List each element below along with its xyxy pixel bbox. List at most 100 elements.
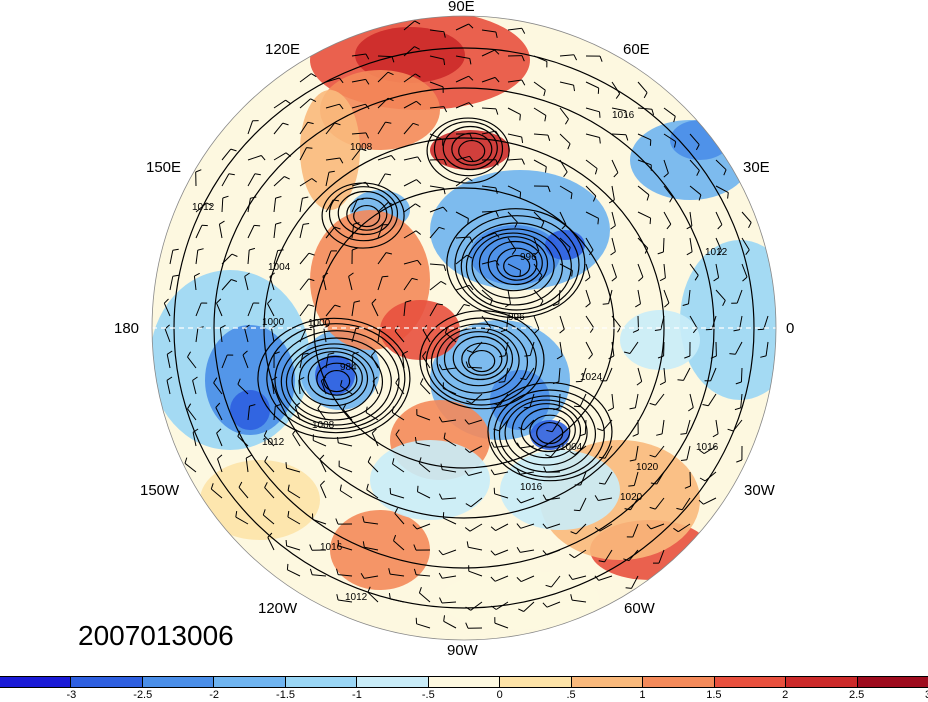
wind-barb <box>632 523 639 538</box>
wind-barb-flag <box>342 403 347 410</box>
wind-barb <box>494 575 509 582</box>
wind-barb <box>533 107 547 116</box>
wind-barb <box>507 237 517 250</box>
wind-barb-flag <box>337 436 339 443</box>
wind-barb <box>529 341 535 356</box>
wind-barb-flag <box>436 303 443 306</box>
wind-barb <box>559 133 571 145</box>
wind-barb-flag <box>589 249 594 256</box>
wind-barb <box>325 122 336 135</box>
wind-barb-flag <box>673 116 676 123</box>
wind-barb-flag <box>680 433 687 435</box>
contour-label: 1000 <box>308 318 331 329</box>
wind-barb <box>416 414 431 421</box>
wind-barb <box>455 211 469 219</box>
wind-barb <box>416 574 431 577</box>
wind-barb-flag <box>623 351 631 354</box>
wind-barb-flag <box>166 350 173 355</box>
wind-barbs <box>163 20 769 629</box>
contour-label: 1008 <box>312 420 335 431</box>
wind-barb-flag <box>520 377 527 381</box>
wind-barb <box>273 152 287 161</box>
wind-barb-flag <box>659 277 666 282</box>
wind-barb <box>377 55 393 58</box>
wind-barb <box>392 463 405 473</box>
wind-barb-flag <box>684 485 691 489</box>
wind-barb <box>351 353 354 369</box>
wind-barb <box>455 177 468 187</box>
wind-barb-flag <box>745 249 750 255</box>
contour-line <box>257 317 411 439</box>
wind-barb-flag <box>579 433 586 437</box>
contour-label: 1016 <box>320 542 343 553</box>
wind-barb <box>442 549 457 556</box>
wind-barb <box>585 315 595 328</box>
wind-barb-flag <box>493 403 500 406</box>
wind-barb <box>572 599 587 603</box>
wind-barb <box>467 366 483 369</box>
contour-line <box>337 190 393 236</box>
wind-barb <box>429 281 442 291</box>
wind-barb-flag <box>206 202 213 207</box>
contour-label: 996 <box>520 252 537 263</box>
contour-label: 1016 <box>520 482 543 493</box>
wind-barb <box>429 29 444 33</box>
contour-line <box>266 323 406 434</box>
wind-barb <box>443 620 457 629</box>
wind-barb-flag <box>490 526 496 531</box>
wind-barb <box>579 497 587 511</box>
wind-barb-flag <box>598 560 605 563</box>
wind-barb <box>169 276 174 291</box>
wind-barb-flag <box>391 56 395 63</box>
wind-barb <box>703 497 717 505</box>
wind-barb <box>273 224 277 239</box>
wind-barb-flag <box>237 430 241 437</box>
wind-barb-flag <box>443 615 445 622</box>
wind-barb <box>192 380 197 395</box>
wind-barb-flag <box>385 173 392 176</box>
wind-barb <box>395 434 405 447</box>
wind-barb-flag <box>546 429 553 433</box>
wind-barb-flag <box>443 188 446 195</box>
wind-barb <box>481 29 496 33</box>
wind-barb-flag <box>385 121 392 124</box>
colorbar-label: -.5 <box>421 689 435 701</box>
wind-barb <box>390 493 405 499</box>
wind-barb-flag <box>500 329 507 333</box>
wind-barb-flag <box>242 350 248 356</box>
wind-barb <box>634 393 639 408</box>
wind-barb-flag <box>599 137 601 144</box>
wind-barb-flag <box>264 455 268 462</box>
wind-barb <box>312 519 327 525</box>
wind-barb-flag <box>336 568 339 575</box>
wind-barb <box>221 197 224 213</box>
wind-barb <box>217 458 223 473</box>
wind-barb <box>765 341 769 356</box>
wind-barb <box>299 329 307 343</box>
wind-barb-flag <box>632 433 639 437</box>
wind-barb-flag <box>465 622 469 629</box>
wind-barb-flag <box>594 527 601 532</box>
contour-line <box>465 228 564 306</box>
wind-barb <box>218 224 223 239</box>
wind-barb <box>299 98 311 109</box>
wind-barb <box>533 263 543 276</box>
wind-barb <box>429 263 445 266</box>
wind-barb-flag <box>444 327 448 334</box>
wind-barb-flag <box>646 524 652 530</box>
wind-barb <box>658 549 665 564</box>
wind-barb-flag <box>511 249 517 255</box>
wind-barb-flag <box>628 485 635 487</box>
wind-barb-flag <box>599 55 603 62</box>
contour-line <box>487 382 613 482</box>
wind-barb-flag <box>680 459 687 461</box>
wind-barb-flag <box>610 251 616 256</box>
colorbar-label: -2.5 <box>133 689 153 701</box>
wind-barb-flag <box>598 482 605 485</box>
contour-labels: 1016 1008 1012 1004 1000 1000 996 996 984 1020 102… <box>192 110 728 603</box>
wind-barb-flag <box>464 527 471 532</box>
wind-barb <box>247 198 251 213</box>
wind-barb <box>441 601 457 604</box>
wind-barb <box>195 328 199 343</box>
anomaly-blob <box>330 510 430 590</box>
